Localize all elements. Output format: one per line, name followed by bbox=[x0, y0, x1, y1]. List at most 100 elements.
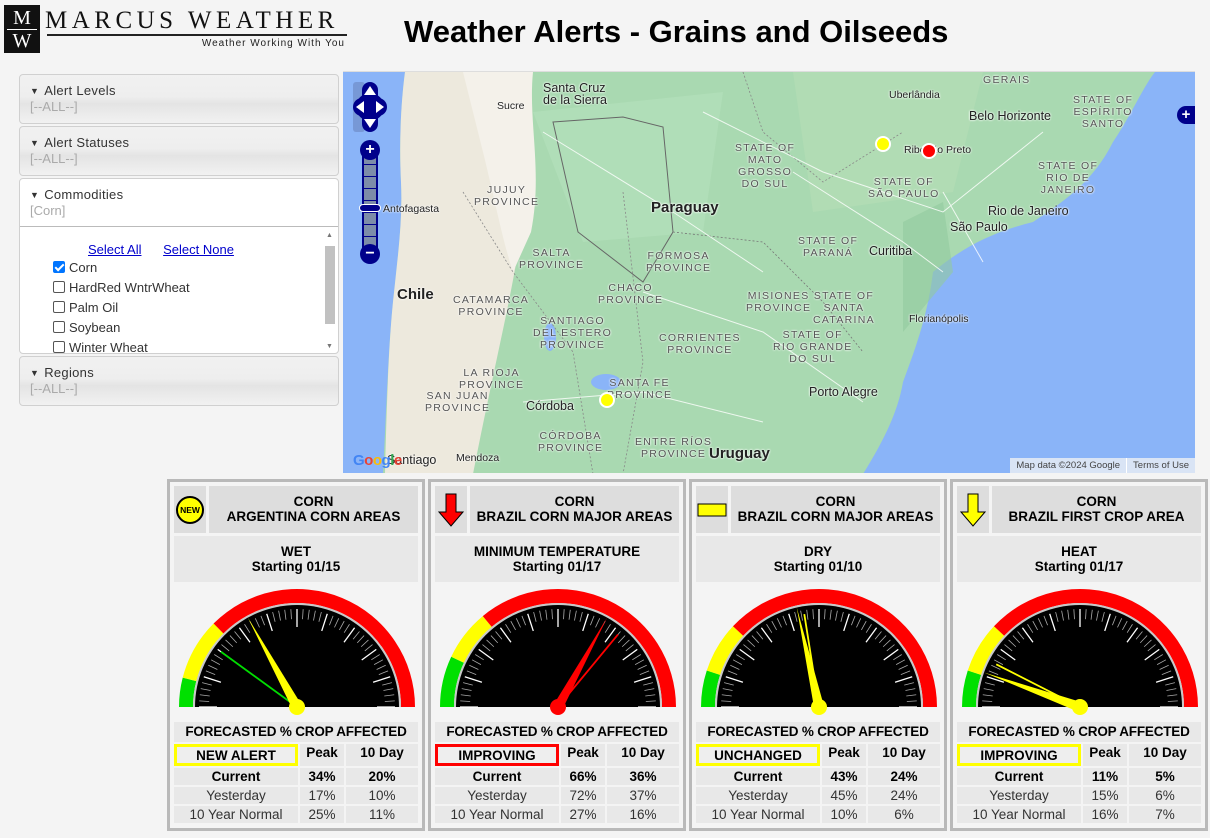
zoom-handle[interactable] bbox=[359, 204, 381, 212]
logo-monogram: M W bbox=[4, 5, 40, 53]
commodity-list-scrollbar[interactable]: ▲ ▼ bbox=[324, 232, 336, 350]
table-row: Current 66% 36% bbox=[435, 768, 679, 785]
row-label: Yesterday bbox=[957, 787, 1081, 804]
filter-sidebar: ▼ Alert Levels [--ALL--] ▼ Alert Statuses … bbox=[19, 74, 339, 408]
scroll-up-icon[interactable]: ▲ bbox=[326, 232, 333, 239]
alert-card[interactable]: CORN BRAZIL FIRST CROP AREA HEAT Startin… bbox=[950, 479, 1208, 831]
region-name: BRAZIL FIRST CROP AREA bbox=[1008, 509, 1185, 524]
crop-affected-table: FORECASTED % CROP AFFECTED IMPROVING Pea… bbox=[957, 722, 1201, 823]
ten-day-value: 20% bbox=[346, 768, 418, 785]
zoom-in-icon[interactable]: + bbox=[360, 140, 380, 160]
map-label: STATE OF RIO GRANDE DO SUL bbox=[773, 329, 853, 365]
table-header-row: UNCHANGED Peak 10 Day bbox=[696, 744, 940, 766]
commodity-option-soybean[interactable]: Soybean bbox=[20, 317, 338, 337]
option-label: Palm Oil bbox=[69, 299, 119, 315]
checkbox[interactable] bbox=[53, 341, 65, 353]
checkbox[interactable] bbox=[53, 301, 65, 313]
option-label: Winter Wheat bbox=[69, 339, 148, 354]
risk-gauge bbox=[701, 589, 937, 715]
alert-title: CORN BRAZIL FIRST CROP AREA bbox=[992, 486, 1201, 533]
status-badge: IMPROVING bbox=[435, 744, 559, 766]
option-label: Corn bbox=[69, 259, 98, 275]
commodity-option-hardred-wntrwheat[interactable]: HardRed WntrWheat bbox=[20, 277, 338, 297]
map-label: Chile bbox=[397, 286, 434, 303]
table-row: 10 Year Normal 10% 6% bbox=[696, 806, 940, 823]
filter-label: Commodities bbox=[44, 187, 124, 202]
col-header-peak: Peak bbox=[822, 744, 866, 766]
map-label: Mendoza bbox=[456, 452, 500, 464]
alert-map[interactable]: Santa Cruz de la Sierra Sucre Uberlândia GE… bbox=[343, 71, 1195, 473]
map-label: Belo Horizonte bbox=[969, 109, 1051, 123]
ten-day-value: 7% bbox=[1129, 806, 1201, 823]
crop-affected-table: FORECASTED % CROP AFFECTED NEW ALERT Pea… bbox=[174, 722, 418, 823]
ten-day-value: 37% bbox=[607, 787, 679, 804]
risk-gauge bbox=[962, 589, 1198, 715]
scrollbar-thumb[interactable] bbox=[325, 246, 335, 324]
select-all-link[interactable]: Select All bbox=[88, 242, 142, 257]
ten-day-value: 16% bbox=[607, 806, 679, 823]
map-pan-control[interactable] bbox=[351, 80, 389, 134]
commodity-option-winter-wheat[interactable]: Winter Wheat bbox=[20, 337, 338, 353]
map-label: Córdoba bbox=[526, 399, 574, 413]
ten-day-value: 36% bbox=[607, 768, 679, 785]
trend-icon-cell: NEW bbox=[174, 486, 206, 533]
table-row: Current 11% 5% bbox=[957, 768, 1201, 785]
table-header-row: IMPROVING Peak 10 Day bbox=[957, 744, 1201, 766]
table-title: FORECASTED % CROP AFFECTED bbox=[696, 722, 940, 742]
alert-map-marker[interactable] bbox=[921, 143, 937, 159]
filter-regions[interactable]: ▼ Regions [--ALL--] bbox=[19, 356, 339, 406]
filter-commodities-header[interactable]: ▼ Commodities [Corn] bbox=[20, 179, 338, 227]
table-row: Yesterday 72% 37% bbox=[435, 787, 679, 804]
alert-card[interactable]: NEW CORN ARGENTINA CORN AREAS WET Starti… bbox=[167, 479, 425, 831]
map-label: JUJUY PROVINCE bbox=[474, 184, 540, 208]
crop-affected-table: FORECASTED % CROP AFFECTED IMPROVING Pea… bbox=[435, 722, 679, 823]
table-title: FORECASTED % CROP AFFECTED bbox=[174, 722, 418, 742]
filter-label: Alert Levels bbox=[44, 83, 116, 98]
alert-card[interactable]: CORN BRAZIL CORN MAJOR AREAS MINIMUM TEM… bbox=[428, 479, 686, 831]
scroll-down-icon[interactable]: ▼ bbox=[326, 343, 333, 350]
row-label: 10 Year Normal bbox=[696, 806, 820, 823]
condition-type: DRY bbox=[803, 544, 832, 559]
col-header-peak: Peak bbox=[1083, 744, 1127, 766]
checkbox[interactable] bbox=[53, 261, 65, 273]
alert-map-marker[interactable] bbox=[599, 392, 615, 408]
risk-gauge bbox=[179, 589, 415, 715]
checkbox[interactable] bbox=[53, 321, 65, 333]
map-label: Porto Alegre bbox=[809, 385, 878, 399]
table-header-row: IMPROVING Peak 10 Day bbox=[435, 744, 679, 766]
map-label: Uruguay bbox=[709, 445, 770, 462]
status-badge: NEW ALERT bbox=[174, 744, 298, 766]
region-name: BRAZIL CORN MAJOR AREAS bbox=[737, 509, 934, 524]
commodity-option-palm-oil[interactable]: Palm Oil bbox=[20, 297, 338, 317]
map-label: São Paulo bbox=[950, 220, 1008, 234]
marcus-weather-logo: M W MARCUS WEATHER Weather Working With … bbox=[4, 5, 349, 55]
map-label: Santiago bbox=[387, 453, 437, 467]
layer-switcher-plus-icon[interactable]: + bbox=[1177, 106, 1195, 124]
alert-card[interactable]: CORN BRAZIL CORN MAJOR AREAS DRY Startin… bbox=[689, 479, 947, 831]
filter-value: [--ALL--] bbox=[30, 381, 78, 396]
filter-alert-levels[interactable]: ▼ Alert Levels [--ALL--] bbox=[19, 74, 339, 124]
alert-cards: NEW CORN ARGENTINA CORN AREAS WET Starti… bbox=[167, 479, 1210, 831]
alert-condition: DRY Starting 01/10 bbox=[696, 536, 940, 582]
map-zoom-slider[interactable]: + − bbox=[359, 140, 381, 264]
zoom-out-icon[interactable]: − bbox=[360, 244, 380, 264]
start-date: Starting 01/15 bbox=[251, 559, 341, 574]
condition-type: WET bbox=[281, 544, 311, 559]
option-label: Soybean bbox=[69, 319, 121, 335]
map-label: STATE OF PARANÁ bbox=[798, 235, 859, 259]
terms-of-use-link[interactable]: Terms of Use bbox=[1126, 458, 1195, 473]
trend-icon-cell bbox=[957, 486, 989, 533]
checkbox[interactable] bbox=[53, 281, 65, 293]
table-title: FORECASTED % CROP AFFECTED bbox=[957, 722, 1201, 742]
map-label: STATE OF SÃO PAULO bbox=[868, 176, 940, 200]
map-label: SALTA PROVINCE bbox=[519, 247, 585, 271]
table-row: 10 Year Normal 16% 7% bbox=[957, 806, 1201, 823]
filter-alert-statuses[interactable]: ▼ Alert Statuses [--ALL--] bbox=[19, 126, 339, 176]
table-row: Current 34% 20% bbox=[174, 768, 418, 785]
collapse-triangle-icon: ▼ bbox=[30, 138, 40, 148]
alert-map-marker[interactable] bbox=[875, 136, 891, 152]
select-none-link[interactable]: Select None bbox=[163, 242, 234, 257]
commodity-option-corn[interactable]: Corn bbox=[20, 257, 338, 277]
start-date: Starting 01/17 bbox=[1034, 559, 1124, 574]
commodity-name: CORN bbox=[554, 494, 595, 509]
